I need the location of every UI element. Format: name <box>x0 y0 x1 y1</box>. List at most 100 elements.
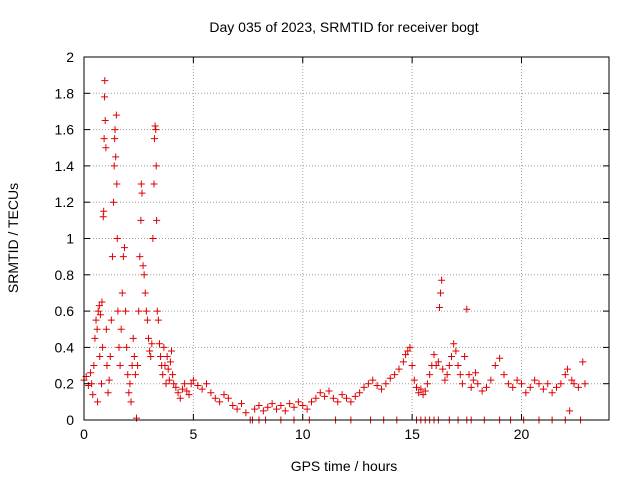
data-point <box>84 382 92 390</box>
data-point <box>93 325 101 333</box>
data-point <box>146 347 154 355</box>
data-point <box>153 307 161 315</box>
data-point <box>160 343 168 351</box>
data-point <box>139 262 147 270</box>
data-point <box>119 253 127 261</box>
data-point <box>338 391 346 399</box>
data-point <box>103 362 111 370</box>
data-point <box>107 316 115 324</box>
data-point <box>164 365 172 373</box>
data-point <box>500 371 508 379</box>
data-point <box>439 365 447 373</box>
data-point <box>277 401 285 409</box>
data-point <box>102 325 110 333</box>
data-point <box>114 307 122 315</box>
data-point <box>402 351 410 359</box>
data-point <box>98 298 106 306</box>
data-point <box>378 385 385 393</box>
data-point <box>99 343 107 351</box>
data-point <box>438 276 446 284</box>
data-point <box>264 403 272 411</box>
data-point <box>579 358 587 366</box>
data-point <box>229 401 237 409</box>
data-point <box>110 162 118 170</box>
data-point <box>268 400 276 408</box>
data-point <box>112 111 120 119</box>
data-point <box>224 394 232 402</box>
data-point <box>399 358 407 366</box>
data-point <box>321 392 329 400</box>
data-point <box>194 382 202 390</box>
data-point <box>233 405 241 413</box>
data-point <box>404 347 412 355</box>
data-point <box>329 394 337 402</box>
y-tick-label: 1.8 <box>55 85 75 101</box>
data-point <box>104 389 112 397</box>
data-point <box>290 403 298 411</box>
y-tick-label: 0.6 <box>55 303 75 319</box>
data-point <box>382 380 390 388</box>
data-point <box>207 389 215 397</box>
data-point <box>148 340 156 348</box>
data-point <box>102 144 110 152</box>
data-point <box>151 122 159 130</box>
data-point <box>220 391 228 399</box>
data-point <box>89 391 97 399</box>
data-point <box>172 383 180 391</box>
data-point <box>286 400 294 408</box>
data-point <box>299 401 307 409</box>
data-point <box>117 325 125 333</box>
data-point <box>169 371 177 379</box>
data-point <box>242 409 250 417</box>
data-point <box>456 371 464 379</box>
data-point <box>138 189 146 197</box>
data-point <box>526 383 534 391</box>
data-point <box>312 394 320 402</box>
data-point <box>113 180 121 188</box>
data-point <box>133 414 140 422</box>
data-point <box>95 302 103 310</box>
data-point <box>351 392 359 400</box>
y-tick-label: 0.4 <box>55 339 75 355</box>
data-point <box>343 394 350 402</box>
data-point <box>96 352 104 360</box>
data-point <box>518 380 525 388</box>
ticks-layer: 0 5 10 15 20 0 0.2 0.4 0.6 0.8 1 1.2 1.4 1.6 1.8 2 <box>55 49 609 442</box>
data-point <box>163 352 171 360</box>
data-point <box>147 352 155 360</box>
data-point <box>568 376 576 384</box>
data-point <box>111 135 119 143</box>
data-point <box>325 387 333 395</box>
data-point <box>483 383 490 391</box>
data-point <box>142 307 150 315</box>
data-point <box>251 405 259 413</box>
data-point <box>87 369 95 377</box>
grid-layer <box>84 57 609 420</box>
data-point <box>118 289 126 297</box>
data-point <box>441 376 449 384</box>
data-point <box>553 383 560 391</box>
data-point <box>136 253 144 261</box>
chart-title: Day 035 of 2023, SRMTID for receiver bog… <box>209 19 478 35</box>
data-point <box>126 380 134 388</box>
y-tick-label: 1.6 <box>55 122 75 138</box>
data-point <box>157 352 165 360</box>
data-point <box>491 362 499 370</box>
y-tick-label: 1.4 <box>55 158 75 174</box>
data-point <box>216 398 224 406</box>
data-point <box>474 380 482 388</box>
data-point <box>454 362 462 370</box>
data-point <box>101 77 109 85</box>
data-point <box>570 380 578 388</box>
data-point <box>101 117 109 125</box>
data-point <box>105 376 113 384</box>
data-point <box>458 380 466 388</box>
data-point <box>465 371 473 379</box>
data-point <box>273 405 280 413</box>
data-point <box>259 407 267 415</box>
x-axis-label: GPS time / hours <box>291 458 398 474</box>
data-point <box>90 362 98 370</box>
data-point <box>487 376 495 384</box>
data-point <box>115 343 123 351</box>
data-point <box>413 383 420 391</box>
